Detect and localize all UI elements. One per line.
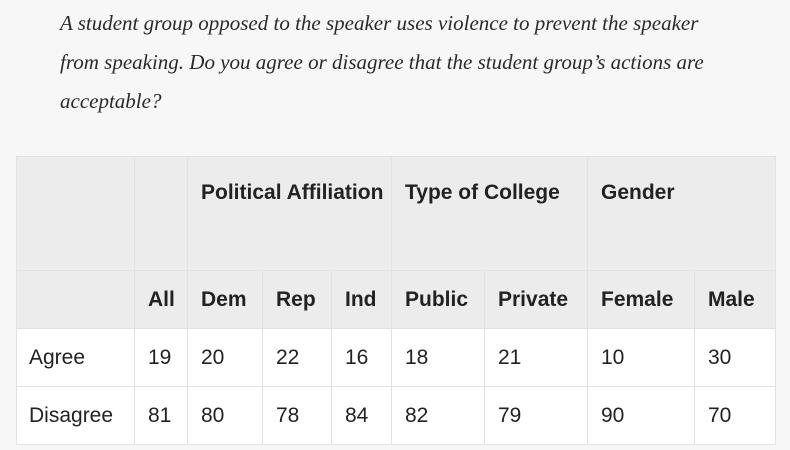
table-cell: 84 [331, 386, 392, 445]
column-header-row: All Dem Rep Ind Public Private Female Ma… [16, 270, 776, 329]
group-political-affiliation: Political Affiliation [187, 156, 392, 271]
survey-question: A student group opposed to the speaker u… [60, 11, 704, 113]
table-cell: 20 [187, 328, 263, 387]
table-cell: 90 [587, 386, 695, 445]
column-header: All [134, 270, 188, 329]
group-type-of-college: Type of College [391, 156, 588, 271]
row-label: Disagree [16, 386, 135, 445]
column-group-header-row: Political Affiliation Type of College Ge… [16, 156, 776, 271]
table-cell: 22 [262, 328, 332, 387]
table-cell: 78 [262, 386, 332, 445]
empty-group-cell [134, 156, 188, 271]
group-gender: Gender [587, 156, 776, 271]
column-header: Male [694, 270, 776, 329]
empty-corner-cell [16, 156, 135, 271]
table-cell: 81 [134, 386, 188, 445]
table-row-disagree: Disagree 81 80 78 84 82 79 90 70 [16, 386, 776, 445]
column-header: Rep [262, 270, 332, 329]
column-header: Dem [187, 270, 263, 329]
table-cell: 82 [391, 386, 485, 445]
table-cell: 10 [587, 328, 695, 387]
table-cell: 18 [391, 328, 485, 387]
row-label: Agree [16, 328, 135, 387]
table-cell: 80 [187, 386, 263, 445]
column-header: Ind [331, 270, 392, 329]
empty-header-cell [16, 270, 135, 329]
table-cell: 21 [484, 328, 588, 387]
column-header: Public [391, 270, 485, 329]
table-cell: 30 [694, 328, 776, 387]
results-table: Political Affiliation Type of College Ge… [16, 156, 776, 445]
table-cell: 19 [134, 328, 188, 387]
table-cell: 70 [694, 386, 776, 445]
column-header: Private [484, 270, 588, 329]
table-row-agree: Agree 19 20 22 16 18 21 10 30 [16, 328, 776, 387]
column-header: Female [587, 270, 695, 329]
table-cell: 16 [331, 328, 392, 387]
table-cell: 79 [484, 386, 588, 445]
